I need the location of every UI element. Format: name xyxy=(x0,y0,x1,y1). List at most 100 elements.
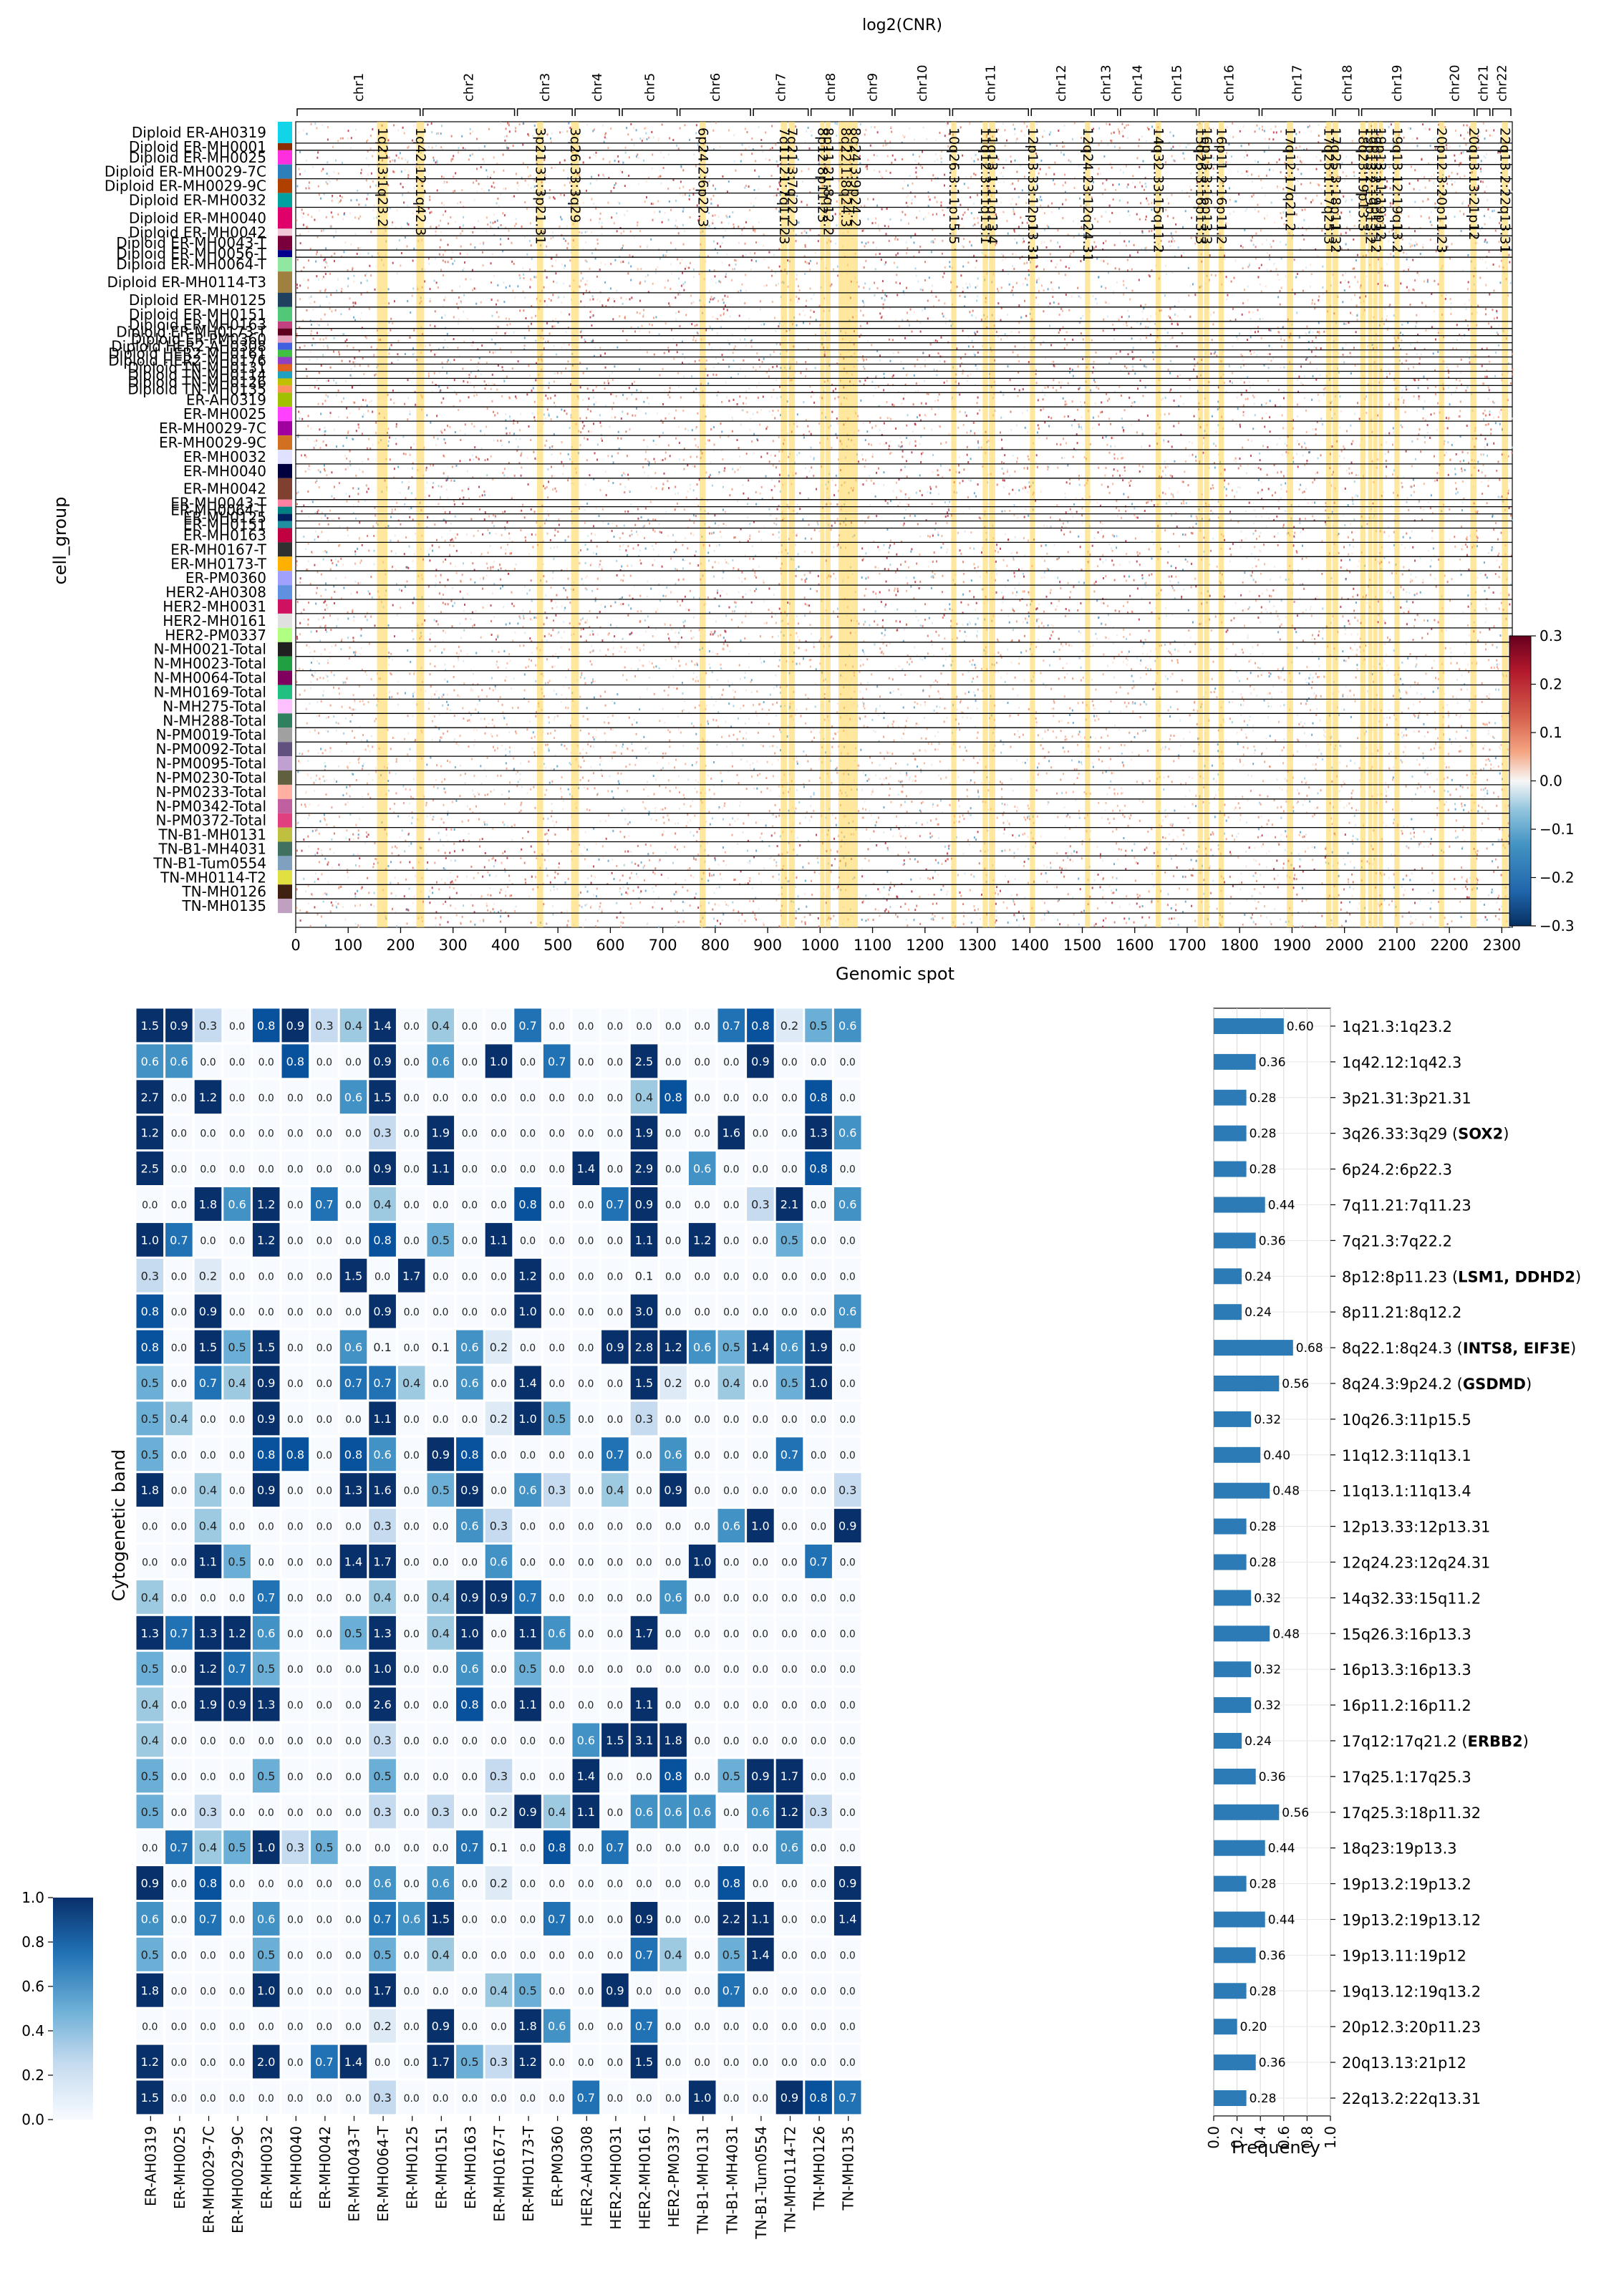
cnr-cell xyxy=(299,298,301,301)
cnr-cell xyxy=(1217,198,1219,201)
cnr-cell xyxy=(1080,205,1082,208)
cnr-cell xyxy=(492,352,494,354)
cnr-cell xyxy=(325,247,327,250)
cnr-cell xyxy=(589,316,591,319)
cnr-cell xyxy=(1488,355,1490,358)
cnr-cell xyxy=(930,241,932,243)
cnr-cell xyxy=(1429,145,1431,148)
cnr-cell xyxy=(859,129,861,132)
cnr-cell xyxy=(833,229,835,232)
cnr-cell xyxy=(1224,252,1226,254)
cnr-cell xyxy=(609,375,611,377)
cnr-cell xyxy=(1268,137,1270,140)
cnr-cell xyxy=(352,301,354,304)
cnr-cell xyxy=(1118,130,1121,133)
cnr-cell xyxy=(1366,412,1368,415)
cnr-cell xyxy=(1411,137,1413,140)
cnr-cell xyxy=(1384,284,1386,287)
cnr-cell xyxy=(1279,185,1281,188)
cnr-cell xyxy=(360,281,362,284)
cnr-cell xyxy=(628,387,630,390)
cnr-cell xyxy=(324,313,326,316)
cnr-cell xyxy=(1257,210,1260,213)
cnr-cell xyxy=(1431,138,1434,141)
cnr-cell xyxy=(1050,239,1052,242)
cnr-cell xyxy=(1268,344,1270,347)
cnr-cell xyxy=(1141,317,1144,320)
cnr-cell xyxy=(401,157,403,160)
cnr-cell xyxy=(889,147,891,150)
cnr-cell xyxy=(684,281,686,284)
cnr-cell xyxy=(508,318,511,321)
cnr-cell xyxy=(1245,170,1247,173)
cnr-cell xyxy=(629,428,631,431)
cnr-cell xyxy=(697,412,699,415)
cnr-cell xyxy=(1134,372,1136,375)
cnr-cell xyxy=(869,421,871,424)
cnr-cell xyxy=(1419,253,1421,256)
cnr-cell xyxy=(741,228,743,231)
cnr-cell xyxy=(1313,346,1315,349)
cnr-cell xyxy=(1490,433,1492,435)
cnr-cell xyxy=(660,182,662,185)
cnr-cell xyxy=(1284,443,1286,445)
cnr-cell xyxy=(1016,424,1018,427)
cnr-cell xyxy=(1112,183,1114,186)
cnr-cell xyxy=(975,173,977,176)
cnr-cell xyxy=(976,330,978,333)
cnr-cell xyxy=(1000,172,1002,175)
cnr-cell xyxy=(309,296,310,299)
cnr-cell xyxy=(707,382,710,385)
cnr-cell xyxy=(1188,195,1190,198)
cnr-cell xyxy=(402,185,404,188)
cnr-cell xyxy=(674,417,676,420)
cnr-cell xyxy=(490,174,492,176)
cnr-cell xyxy=(1108,362,1111,364)
cnr-cell xyxy=(1166,198,1168,201)
cnr-cell xyxy=(904,393,906,396)
cnr-cell xyxy=(506,331,508,333)
cnr-cell xyxy=(1483,418,1484,421)
cnr-cell xyxy=(626,339,628,342)
cnr-cell xyxy=(1013,228,1015,231)
cnr-cell xyxy=(1343,322,1345,325)
cnr-cell xyxy=(1299,248,1301,251)
cnr-cell xyxy=(347,277,349,280)
cnr-cell xyxy=(682,223,684,226)
cnr-cell xyxy=(411,294,413,297)
cnr-cell xyxy=(642,137,644,140)
cnr-cell xyxy=(1111,132,1112,135)
cnr-cell xyxy=(1511,417,1513,420)
cnr-cell xyxy=(695,124,697,127)
cnr-cell xyxy=(1486,375,1488,378)
cnr-cell xyxy=(1234,259,1237,262)
cnr-cell xyxy=(1469,134,1471,137)
cnr-cell xyxy=(682,271,684,274)
cnr-cell xyxy=(1238,193,1240,195)
cnr-cell xyxy=(376,216,378,219)
cnr-cell xyxy=(715,188,717,190)
cnr-cell xyxy=(1446,183,1448,185)
cnr-cell xyxy=(1090,176,1091,179)
cnr-cell xyxy=(1435,250,1437,253)
cnr-cell xyxy=(1015,281,1018,284)
cnr-cell xyxy=(362,415,364,418)
cnr-cell xyxy=(1098,415,1100,417)
cnr-cell xyxy=(1225,276,1227,279)
cnr-cell xyxy=(645,132,647,135)
cnr-cell xyxy=(1144,182,1146,185)
cnr-cell xyxy=(407,176,410,179)
cnr-cell xyxy=(1035,266,1038,269)
cnr-cell xyxy=(1267,358,1270,361)
cnr-cell xyxy=(755,160,757,163)
cnr-cell xyxy=(1345,155,1348,158)
cnr-cell xyxy=(1431,326,1433,329)
cnr-cell xyxy=(368,307,370,310)
cnr-cell xyxy=(1142,433,1144,435)
cnr-cell xyxy=(748,326,750,328)
cnr-cell xyxy=(361,168,362,171)
cnr-cell xyxy=(1024,426,1026,429)
cnr-cell xyxy=(670,241,672,244)
cnr-cell xyxy=(1226,126,1228,129)
chromosome-label: chr8 xyxy=(823,73,838,102)
